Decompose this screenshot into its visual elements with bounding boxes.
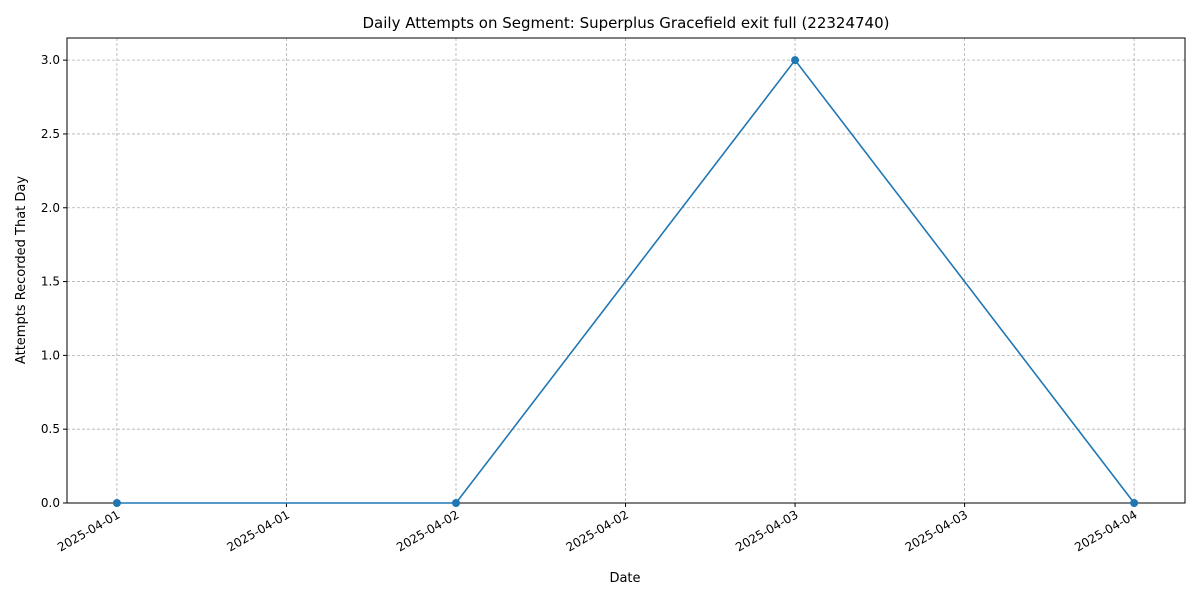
- y-tick-label: 0.5: [41, 422, 60, 436]
- y-tick-label: 2.0: [41, 201, 60, 215]
- y-tick-label: 3.0: [41, 53, 60, 67]
- x-tick-label: 2025-04-02: [564, 507, 631, 554]
- chart-title: Daily Attempts on Segment: Superplus Gra…: [363, 14, 890, 32]
- y-axis-label: Attempts Recorded That Day: [14, 176, 29, 364]
- x-tick-label: 2025-04-03: [733, 507, 800, 554]
- data-point: [791, 56, 800, 65]
- data-point: [112, 499, 121, 507]
- x-tick-label: 2025-04-01: [225, 507, 292, 554]
- data-line: [116, 58, 1135, 504]
- x-tick-label: 2025-04-03: [903, 507, 970, 554]
- plot-frame: [66, 37, 1186, 504]
- y-tick-label: 2.5: [41, 127, 60, 141]
- y-tick-label: 1.0: [41, 348, 60, 362]
- x-tick-label: 2025-04-04: [1072, 507, 1139, 554]
- y-tick-label: 0.0: [41, 496, 60, 510]
- x-axis-label: Date: [609, 571, 640, 586]
- data-point: [1130, 499, 1139, 507]
- x-tick-label: 2025-04-02: [394, 507, 461, 554]
- data-point: [451, 499, 460, 507]
- x-tick-label: 2025-04-01: [55, 507, 122, 554]
- y-tick-label: 1.5: [41, 275, 60, 289]
